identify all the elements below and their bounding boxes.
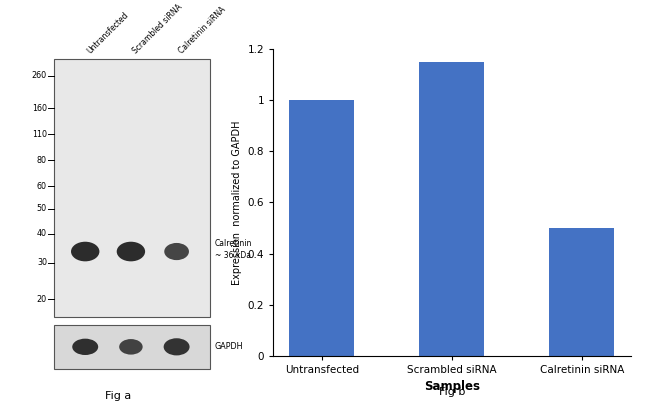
FancyBboxPatch shape bbox=[55, 325, 210, 369]
FancyBboxPatch shape bbox=[55, 59, 210, 317]
Ellipse shape bbox=[71, 242, 99, 261]
Text: Fig a: Fig a bbox=[105, 391, 132, 401]
Text: Fig b: Fig b bbox=[439, 387, 465, 397]
X-axis label: Samples: Samples bbox=[424, 380, 480, 393]
Ellipse shape bbox=[119, 339, 142, 355]
Text: 50: 50 bbox=[37, 204, 47, 213]
Text: 60: 60 bbox=[37, 182, 47, 191]
Bar bbox=[419, 62, 484, 356]
Text: Calretinin siRNA: Calretinin siRNA bbox=[177, 5, 227, 55]
Ellipse shape bbox=[117, 242, 145, 261]
Ellipse shape bbox=[72, 339, 98, 355]
Y-axis label: Expression  normalized to GAPDH: Expression normalized to GAPDH bbox=[232, 120, 242, 285]
Text: 110: 110 bbox=[32, 130, 47, 139]
Text: Calretinin
~ 36 kDa: Calretinin ~ 36 kDa bbox=[215, 239, 252, 260]
Text: 260: 260 bbox=[32, 71, 47, 80]
Text: 80: 80 bbox=[37, 156, 47, 165]
Bar bbox=[289, 100, 354, 356]
Ellipse shape bbox=[164, 243, 189, 260]
Text: Scrambled siRNA: Scrambled siRNA bbox=[131, 2, 184, 55]
Text: 40: 40 bbox=[37, 229, 47, 238]
Text: 30: 30 bbox=[37, 258, 47, 267]
Text: GAPDH: GAPDH bbox=[215, 342, 243, 351]
Ellipse shape bbox=[164, 338, 190, 355]
Text: 20: 20 bbox=[37, 295, 47, 304]
Text: 160: 160 bbox=[32, 104, 47, 113]
Text: Untransfected: Untransfected bbox=[85, 10, 130, 55]
Bar bbox=[549, 228, 614, 356]
